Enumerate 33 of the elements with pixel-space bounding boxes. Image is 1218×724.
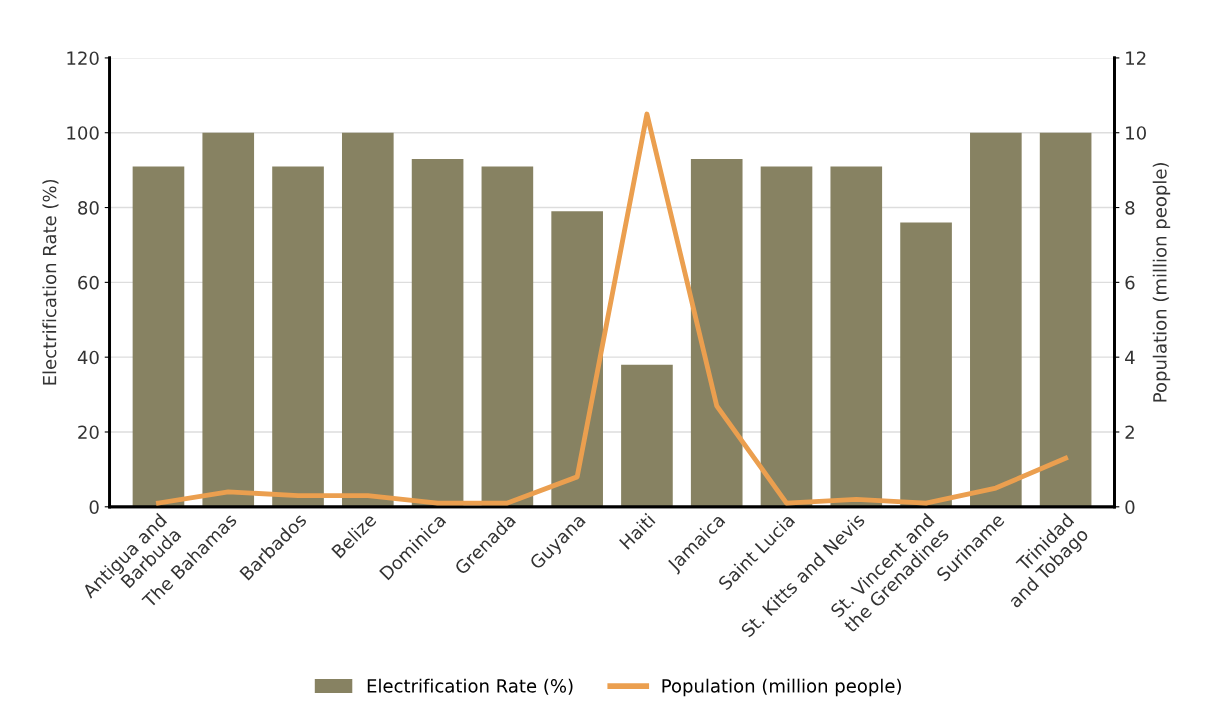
legend-label: Population (million people) [662, 678, 901, 697]
y2-tick-label: 8 [1125, 201, 1135, 215]
bar [690, 158, 743, 507]
bar [1039, 132, 1092, 507]
bar [551, 211, 603, 507]
y2-tick-label: 4 [1125, 350, 1135, 365]
y2-tick-label: 10 [1126, 126, 1146, 140]
bar [481, 166, 534, 507]
line-series [156, 111, 1069, 506]
y2-axis-title: Population (million people) [1152, 163, 1171, 402]
bar [341, 132, 394, 507]
bar [760, 166, 813, 507]
legend-label: Electrification Rate (%) [367, 678, 573, 695]
y2-tick-label: 0 [1125, 500, 1135, 514]
y-tick-label: 80 [78, 201, 99, 215]
bar [900, 222, 952, 507]
y-tick-label: 120 [67, 51, 99, 66]
bar [411, 158, 464, 507]
y-axis-title: Electrification Rate (%) [42, 179, 59, 385]
y-tick-label: 60 [78, 275, 99, 290]
y-tick-label: 20 [78, 425, 99, 440]
y-tick-label: 0 [89, 500, 99, 514]
bar [621, 364, 673, 507]
y2-tick-label: 6 [1125, 275, 1135, 290]
bar [830, 166, 883, 507]
y-tick-label: 40 [77, 350, 99, 365]
bar [272, 166, 324, 507]
y-tick-label: 100 [67, 126, 99, 140]
y2-tick-label: 12 [1126, 51, 1146, 65]
bar [202, 132, 255, 507]
y2-tick-label: 2 [1125, 425, 1134, 439]
bar [132, 166, 185, 507]
bar [970, 132, 1022, 507]
